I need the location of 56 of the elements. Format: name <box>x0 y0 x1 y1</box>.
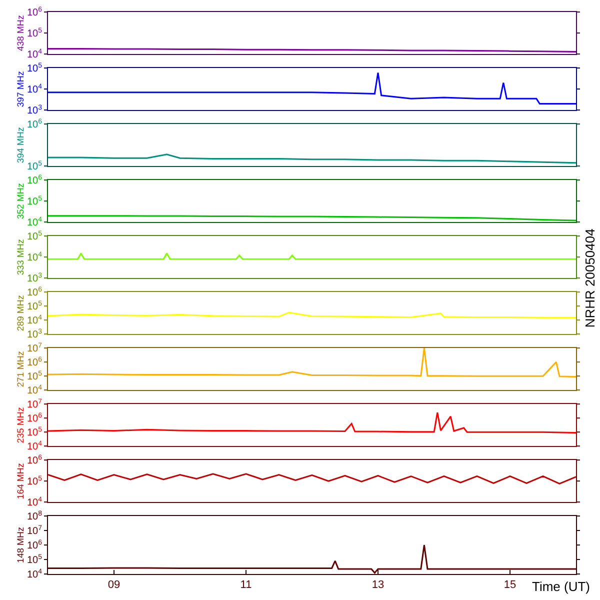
y-tick-label: 10$^{5}$ <box>26 426 42 439</box>
x-axis-title: Time (UT) <box>532 579 590 594</box>
y-axis-title: 333 MHz <box>15 238 26 276</box>
y-tick-label: 10$^{6}$ <box>26 6 42 18</box>
y-tick-label: 10$^{4}$ <box>26 568 42 580</box>
y-tick-label: 10$^{5}$ <box>26 230 42 243</box>
y-tick-label: 10$^{4}$ <box>26 48 42 61</box>
text: NRHR 20050404 <box>582 228 598 328</box>
y-axis-title: 438 MHz <box>15 14 26 52</box>
y-tick-label: 10$^{4}$ <box>26 440 42 453</box>
line-series <box>48 544 576 574</box>
y-tick-label: 10$^{5}$ <box>26 160 42 173</box>
y-tick-label: 10$^{5}$ <box>26 27 42 40</box>
y-tick-label: 10$^{3}$ <box>26 272 42 285</box>
x-tick-label: 09 <box>108 579 120 592</box>
y-tick-label: 10$^{6}$ <box>26 174 42 187</box>
y-tick-label: 10$^{7}$ <box>26 398 42 411</box>
x-tick-label: 13 <box>372 579 384 592</box>
y-tick-label: 10$^{7}$ <box>26 524 42 538</box>
y-axis-title: 148 MHz <box>15 526 26 564</box>
y-axis-title: 164 MHz <box>15 462 26 500</box>
y-tick-label: 10$^{6}$ <box>26 412 42 425</box>
y-tick-label: 10$^{6}$ <box>26 356 42 369</box>
y-tick-label: 10$^{5}$ <box>26 300 42 313</box>
y-axis-title: 394 MHz <box>15 126 26 164</box>
y-tick-label: 10$^{8}$ <box>26 510 42 523</box>
y-tick-label: 10$^{4}$ <box>26 496 42 509</box>
line-series <box>48 348 576 378</box>
y-tick-label: 10$^{4}$ <box>26 314 42 327</box>
y-tick-label: 10$^{5}$ <box>26 195 42 208</box>
y-tick-label: 10$^{7}$ <box>26 342 42 355</box>
y-tick-label: 10$^{6}$ <box>26 286 42 299</box>
line-series <box>48 72 576 105</box>
y-axis-title: 235 MHz <box>15 406 26 444</box>
y-tick-label: 10$^{3}$ <box>26 104 42 117</box>
y-axis-title: 271 MHz <box>15 350 26 388</box>
y-tick-label: 10$^{3}$ <box>26 328 42 341</box>
y-tick-label: 10$^{5}$ <box>26 62 42 74</box>
y-tick-label: 10$^{5}$ <box>26 370 42 383</box>
line-series <box>48 473 576 484</box>
y-axis-title: 397 MHz <box>15 70 26 108</box>
y-tick-label: 10$^{5}$ <box>26 554 42 566</box>
y-axis-title: 352 MHz <box>15 182 26 220</box>
y-axis-title: 289 MHz <box>15 294 26 332</box>
y-tick-label: 10$^{6}$ <box>26 118 42 131</box>
y-tick-label: 10$^{6}$ <box>26 539 42 552</box>
y-tick-label: 10$^{6}$ <box>26 454 42 467</box>
y-tick-label: 10$^{4}$ <box>26 251 42 264</box>
y-tick-label: 10$^{4}$ <box>26 216 42 229</box>
y-tick-label: 10$^{4}$ <box>26 83 42 96</box>
x-tick-label: 11 <box>240 579 252 592</box>
y-tick-label: 10$^{4}$ <box>26 384 42 397</box>
line-series <box>48 412 576 434</box>
line-series <box>48 154 576 164</box>
x-tick-label: 15 <box>504 579 516 592</box>
y-tick-label: 10$^{5}$ <box>26 475 42 488</box>
